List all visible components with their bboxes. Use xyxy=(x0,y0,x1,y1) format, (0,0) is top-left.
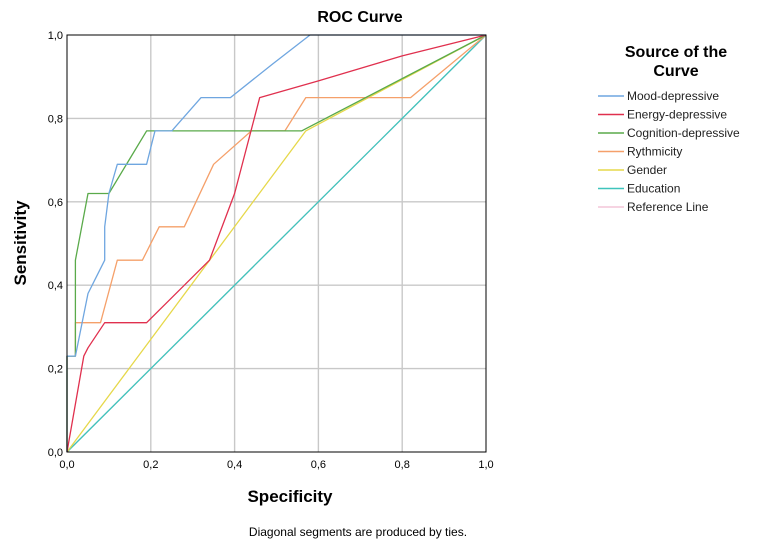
footnote: Diagonal segments are produced by ties. xyxy=(249,525,467,539)
legend-label-reference-line: Reference Line xyxy=(627,200,709,214)
x-tick-label: 0,4 xyxy=(227,459,242,471)
series-line-education xyxy=(66,34,487,453)
x-tick-labels: 0,0 0,2 0,4 0,6 0,8 1,0 xyxy=(59,459,493,471)
y-tick-label: 0,6 xyxy=(48,197,63,209)
y-tick-label: 0,2 xyxy=(48,364,63,376)
x-tick-label: 0,0 xyxy=(59,459,74,471)
series-lines xyxy=(66,34,487,453)
legend-label-cognition-depressive: Cognition-depressive xyxy=(627,126,740,140)
legend: Source of the Curve Mood-depressive Energ… xyxy=(598,44,740,214)
chart-title: ROC Curve xyxy=(317,9,402,26)
x-tick-label: 1,0 xyxy=(478,459,493,471)
series-line-mood-depressive xyxy=(66,34,486,452)
legend-label-gender: Gender xyxy=(627,163,667,177)
y-tick-label: 1,0 xyxy=(48,30,63,42)
legend-label-energy-depressive: Energy-depressive xyxy=(627,108,727,122)
y-axis-title: Sensitivity xyxy=(11,200,30,286)
plot-area xyxy=(66,34,487,453)
legend-title-line2: Curve xyxy=(653,63,698,80)
x-tick-label: 0,2 xyxy=(143,459,158,471)
y-tick-labels: 0,0 0,2 0,4 0,6 0,8 1,0 xyxy=(48,30,63,459)
plot-frame xyxy=(66,34,487,453)
legend-items: Mood-depressive Energy-depressive Cognitio… xyxy=(598,89,740,214)
legend-label-mood-depressive: Mood-depressive xyxy=(627,89,719,103)
legend-label-rythmicity: Rythmicity xyxy=(627,145,682,159)
legend-title-line1: Source of the xyxy=(625,44,727,61)
legend-label-education: Education xyxy=(627,182,680,196)
series-line-energy-depressive xyxy=(66,34,487,453)
x-tick-label: 0,6 xyxy=(311,459,326,471)
grid xyxy=(67,35,486,452)
y-tick-label: 0,0 xyxy=(48,447,63,459)
y-tick-label: 0,4 xyxy=(48,280,63,292)
x-axis-title: Specificity xyxy=(247,487,333,506)
y-tick-label: 0,8 xyxy=(48,113,63,125)
x-tick-label: 0,8 xyxy=(395,459,410,471)
